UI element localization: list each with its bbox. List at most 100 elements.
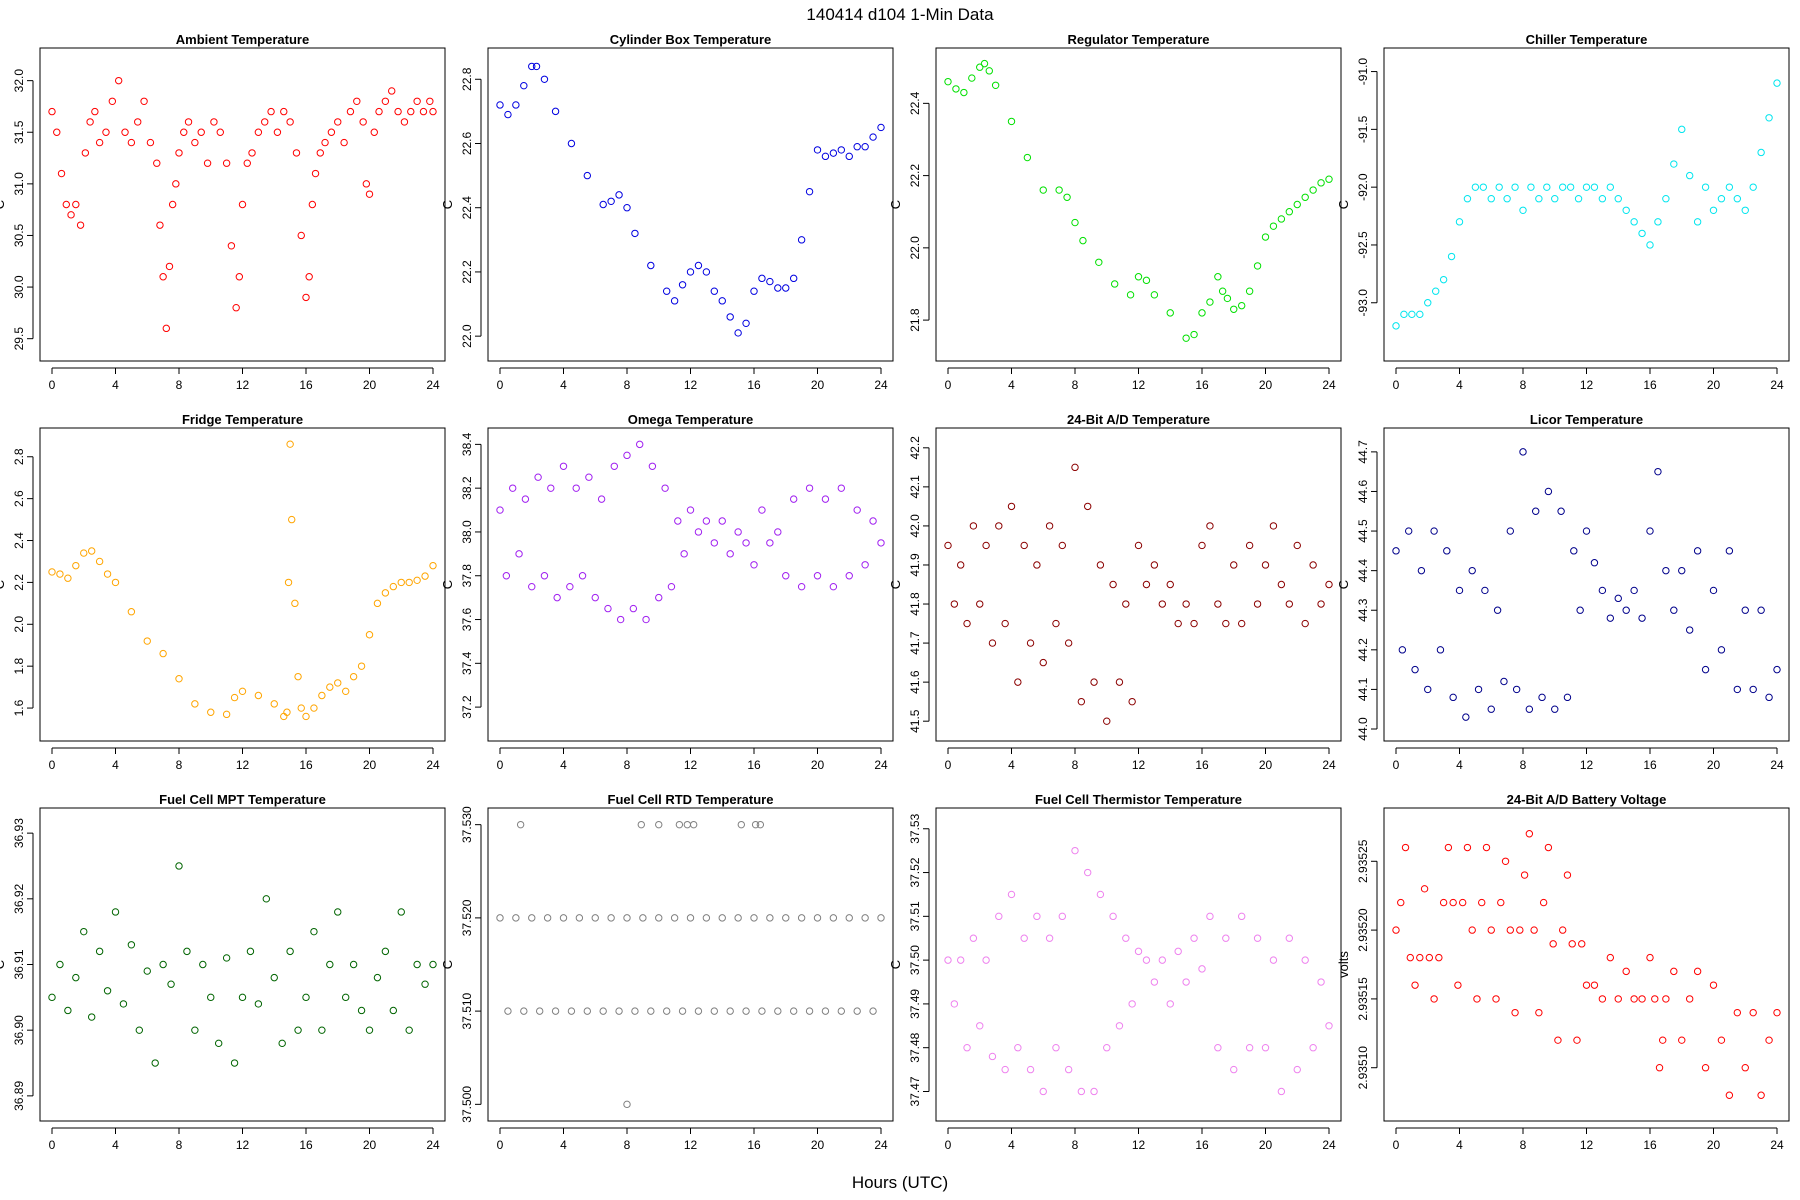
data-point (774, 528, 782, 536)
data-point (821, 152, 830, 161)
data-point (528, 62, 536, 71)
data-point (421, 572, 429, 580)
data-point (429, 960, 437, 969)
chart-panels: Ambient Temperature C 0 4 8 12 16 20 24 29.5 30.0 3… (0, 32, 1790, 1152)
data-point (543, 914, 552, 922)
data-point (1026, 639, 1035, 647)
data-point (1598, 995, 1607, 1003)
data-point (95, 947, 104, 956)
plot-frame (487, 427, 894, 742)
data-point (583, 171, 592, 180)
chart-panel: Fridge Temperature C 0 4 8 12 16 20 24 1.6 1.8 2.0 2… (0, 412, 446, 772)
x-tick-label: 24 (426, 378, 440, 392)
data-point (1222, 934, 1230, 942)
data-point (1109, 912, 1117, 921)
data-point (156, 221, 164, 229)
data-point (1576, 606, 1584, 614)
data-point (1520, 871, 1529, 879)
data-point (1701, 183, 1710, 191)
data-point (575, 914, 584, 922)
y-tick-label: 37.530 (460, 806, 474, 843)
data-point (686, 506, 695, 514)
y-tick-label: 37.47 (908, 1076, 922, 1106)
y-tick-label: 41.7 (908, 631, 922, 655)
x-tick-label: 12 (1580, 758, 1594, 772)
data-point (167, 980, 175, 988)
data-point (1020, 934, 1028, 942)
data-point (662, 1007, 671, 1015)
data-point (1261, 561, 1270, 569)
data-point (262, 895, 271, 903)
x-tick-label: 0 (1393, 1138, 1400, 1152)
x-tick-label: 12 (236, 1138, 250, 1152)
data-point (599, 200, 607, 209)
data-point (1309, 1043, 1317, 1052)
data-point (321, 138, 329, 147)
chart-panel: 24-Bit A/D Temperature C 0 4 8 12 16 20 24 41.5 41… (888, 412, 1342, 772)
y-tick-label: 41.8 (908, 592, 922, 616)
data-point (680, 550, 688, 558)
y-axis-label: C (888, 580, 903, 589)
data-point (1659, 1036, 1667, 1044)
x-tick-label: 20 (1259, 378, 1273, 392)
data-point (710, 287, 719, 295)
data-point (829, 149, 838, 157)
data-point (1709, 981, 1718, 989)
data-point (1670, 606, 1678, 614)
data-point (877, 539, 885, 547)
y-tick-label: 31.0 (12, 172, 26, 196)
data-point (535, 1007, 544, 1015)
data-point (496, 101, 504, 109)
data-point (1425, 953, 1434, 962)
data-point (67, 211, 75, 219)
data-point (1749, 183, 1757, 191)
y-tick-label: 2.8 (12, 448, 26, 465)
data-point (1301, 956, 1309, 964)
x-tick-label: 4 (1456, 378, 1463, 392)
data-point (238, 200, 247, 209)
data-point (655, 820, 663, 829)
data-point (227, 242, 236, 250)
data-point (515, 550, 523, 558)
chart-title: Fuel Cell Thermistor Temperature (1035, 792, 1242, 807)
data-point (1463, 195, 1472, 203)
data-point (1590, 981, 1599, 989)
data-point (243, 159, 251, 167)
y-axis-label: C (440, 580, 455, 589)
data-point (162, 324, 171, 333)
x-tick-label: 20 (1707, 1138, 1721, 1152)
data-point (53, 128, 61, 136)
data-point (357, 1006, 366, 1015)
data-point (1733, 685, 1742, 694)
chart-panel: Fuel Cell RTD Temperature C 0 4 8 12 16 20 24 37.… (440, 792, 894, 1152)
data-point (734, 914, 742, 922)
data-point (1512, 685, 1521, 694)
data-point (1693, 967, 1702, 976)
chart-panel: Cylinder Box Temperature C 0 4 8 12 16 20 24 22.0… (440, 32, 894, 392)
data-point (1497, 898, 1505, 907)
chart-title: Chiller Temperature (1526, 32, 1648, 47)
y-tick-label: 2.4 (12, 532, 26, 549)
data-point (1590, 183, 1599, 191)
data-point (1538, 693, 1546, 702)
x-tick-label: 20 (1707, 378, 1721, 392)
data-point (1020, 541, 1028, 550)
data-point (1325, 580, 1333, 589)
data-point (80, 549, 88, 557)
data-point (1765, 114, 1773, 122)
data-point (1317, 600, 1325, 608)
data-point (750, 914, 758, 922)
data-point (1646, 953, 1654, 962)
data-point (311, 169, 320, 178)
x-tick-label: 16 (1643, 378, 1657, 392)
data-point (1709, 206, 1718, 214)
data-point (1237, 301, 1246, 310)
data-point (316, 149, 324, 157)
data-point (607, 914, 615, 922)
data-point (389, 1006, 398, 1015)
chart-panel: 24-Bit A/D Battery Voltage volts 0 4 8 12 16 20… (1336, 792, 1790, 1152)
data-point (394, 107, 402, 116)
data-point (702, 268, 711, 276)
data-point (678, 1007, 687, 1015)
data-point (758, 1007, 766, 1015)
